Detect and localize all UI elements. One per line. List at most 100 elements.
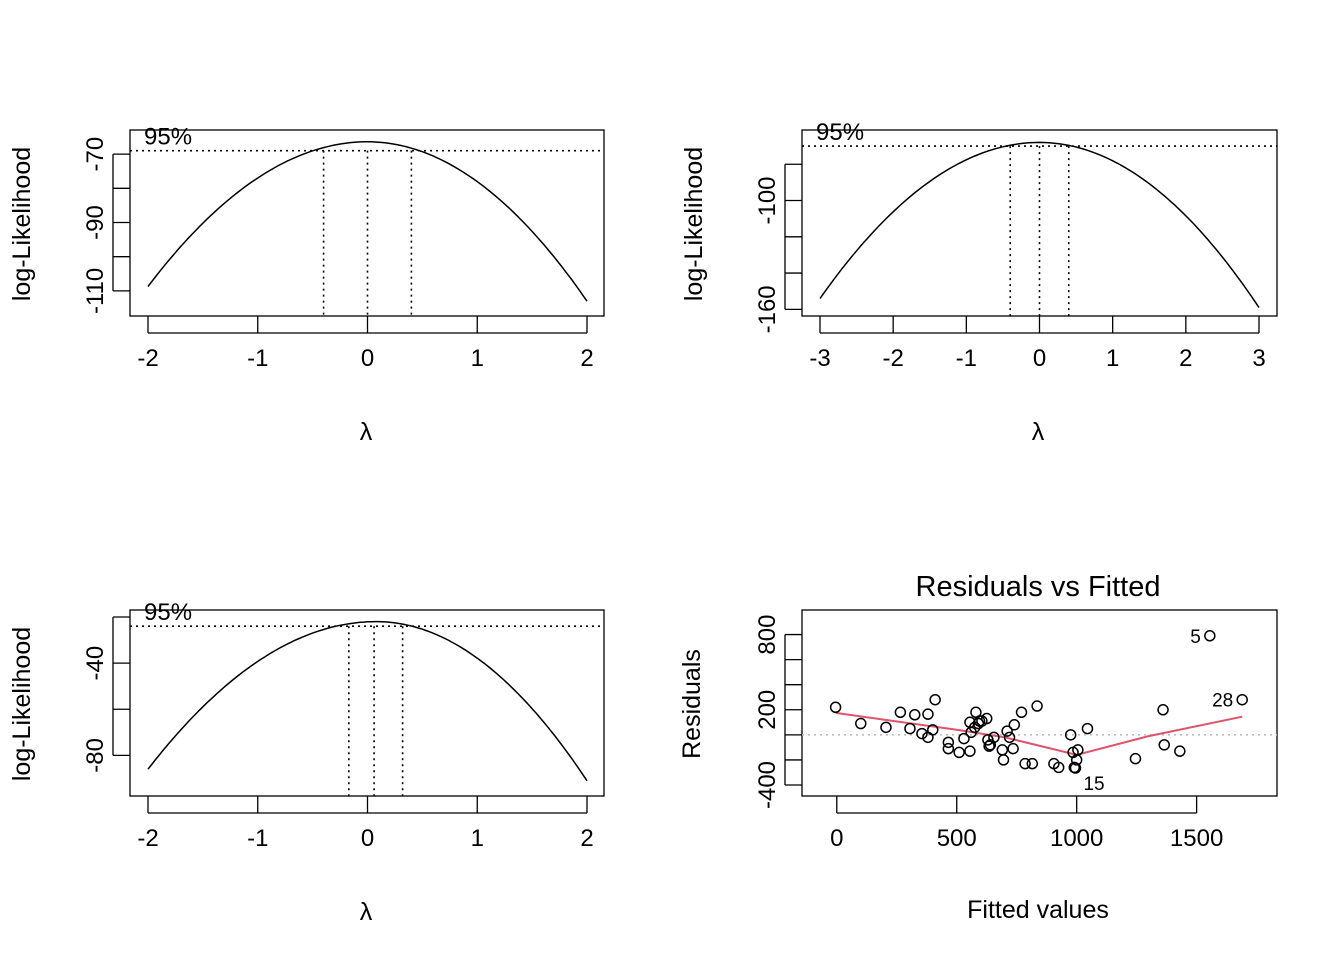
panel0-y-tick-label: -90 (82, 205, 109, 240)
panel4-residual-point (953, 746, 965, 759)
panel4-residual-point (1003, 731, 1016, 744)
panel1-x-tick-label: -3 (809, 345, 830, 372)
panel4-residual-point (855, 717, 867, 730)
panel4-title: Residuals vs Fitted (916, 571, 1161, 603)
panel4-residual-point (1001, 725, 1013, 737)
panel2-plot: -3 -2 -1 0 1 2 3 -160 -100 95% (754, 119, 1278, 372)
panel4-residual-point (1072, 744, 1084, 756)
panel0-y-tick-label: -70 (82, 137, 109, 172)
panel4-residual-point (983, 740, 995, 752)
panel0-x-tick-label: 1 (471, 345, 484, 372)
panel2-xlabel: λ (1032, 418, 1045, 446)
panel4-residual-point (1064, 729, 1077, 741)
panel1-loglik-curve (819, 141, 1260, 309)
panel3-x-tick-label: 1000 (1050, 825, 1103, 852)
panel4-residual-point (909, 709, 921, 721)
panel4-residual-point (1174, 745, 1186, 757)
panel0-ci-label: 95% (144, 124, 192, 151)
panel2-ylabel: log-Likelihood (680, 147, 708, 301)
panel4-residual-point (1158, 739, 1170, 751)
panel0-x-tick-label: 2 (580, 345, 593, 372)
panel2-x-tick-label: 0 (361, 825, 374, 852)
panel4-outlier-label: 5 (1190, 627, 1201, 648)
panel4-residual-point (1157, 704, 1169, 716)
panel0-x-tick-label: 0 (361, 345, 374, 372)
panel4-residual-point (942, 742, 955, 755)
panel4-residual-point (880, 721, 892, 734)
panel-boxcox-3: log-Likelihood λ -2 -1 0 1 2 -80 -40 95% (8, 599, 605, 926)
panel1-x-tick-label: 2 (1179, 345, 1192, 372)
panel2-x-tick-label: 1 (471, 825, 484, 852)
panel1-xlabel: λ (360, 418, 373, 446)
panel4-residual-point (988, 731, 1000, 744)
panel4-plot: 0 500 1000 1500 -400 200 800 5 28 15 (754, 609, 1278, 852)
panel0-y-tick-label: -110 (82, 268, 109, 314)
panel3-x-tick-label: 1500 (1170, 825, 1223, 852)
panel2-x-tick-label: -1 (247, 825, 268, 852)
panel4-residual-point (829, 701, 842, 714)
panel1-y-tick-label: -160 (754, 285, 781, 333)
panel4-residual-point (922, 708, 934, 720)
panel4-residual-point (980, 712, 993, 725)
panel1-ci-label: 95% (816, 119, 864, 146)
panel3-x-tick-label: 0 (830, 825, 843, 852)
panel4-outlier-point (1069, 762, 1082, 774)
panel4-residual-point (894, 706, 907, 719)
panel2-y-tick-label: -40 (82, 646, 109, 681)
panel4-xlabel: Fitted values (967, 896, 1109, 924)
panel4-residual-point (1019, 757, 1031, 770)
panel4-residual-point (926, 724, 939, 736)
panel4-residual-point (1031, 700, 1043, 712)
panel4-residual-point (1081, 722, 1094, 735)
panel3-xlabel: λ (360, 898, 373, 926)
panel3-y-tick-label: 200 (754, 690, 781, 730)
panel1-x-tick-label: -2 (882, 345, 903, 372)
panel2-ci-label: 95% (144, 599, 192, 626)
panel-boxcox-2: log-Likelihood λ -3 -2 -1 0 1 2 3 -160 -100 95% (680, 119, 1278, 446)
panel3-x-tick-label: 500 (937, 825, 977, 852)
panel1-x-tick-label: 3 (1252, 345, 1265, 372)
panel0-x-tick-label: -1 (247, 345, 268, 372)
panel1-x-tick-label: -1 (956, 345, 977, 372)
panel1-y-tick-label: -100 (754, 176, 781, 224)
panel2-loglik-curve (147, 620, 588, 782)
panel3-y-tick-label: 800 (754, 615, 781, 655)
panel0-x-tick-label: -2 (137, 345, 158, 372)
panel4-residual-point (964, 745, 976, 757)
panel2-frame (129, 609, 605, 797)
panel-residuals-vs-fitted: Residuals vs Fitted Residuals Fitted val… (678, 571, 1278, 924)
panel1-plot: -2 -1 0 1 2 -110 -90 -70 95% (82, 124, 605, 372)
panel3-frame (801, 609, 1278, 797)
panel4-residual-point (929, 693, 941, 706)
panel4-outlier-point (1236, 693, 1248, 706)
panel1-x-tick-label: 1 (1106, 345, 1119, 372)
panel4-smooth-line (835, 711, 1243, 756)
panel4-outlier-label: 28 (1212, 691, 1233, 712)
panel4-residual-point (1052, 761, 1065, 774)
panel4-ylabel: Residuals (678, 649, 706, 759)
panel-boxcox-1: log-Likelihood λ -2 -1 0 1 2 -110 -90 -70 95% (8, 124, 605, 446)
panel4-residual-point (916, 727, 928, 740)
panel4-residual-point (1008, 719, 1021, 731)
panel3-ylabel: log-Likelihood (8, 627, 36, 781)
panel4-residual-point (996, 744, 1009, 756)
panel4-residual-point (904, 722, 916, 735)
panel2-y-tick-label: -80 (82, 738, 109, 773)
panel4-residual-point (1015, 706, 1028, 719)
panel4-residual-point (1026, 757, 1039, 770)
panel1-ylabel: log-Likelihood (8, 147, 36, 301)
panel4-outlier-point (1204, 630, 1216, 642)
panel3-plot: -2 -1 0 1 2 -80 -40 95% (82, 599, 605, 852)
panel4-outlier-label: 15 (1083, 774, 1104, 795)
panel4-residual-point (1007, 742, 1019, 755)
panel4-residual-point (942, 736, 955, 749)
panel2-x-tick-label: 2 (580, 825, 593, 852)
panel0-loglik-curve (147, 141, 588, 302)
panel1-x-tick-label: 0 (1033, 345, 1046, 372)
panel4-residual-point (997, 754, 1010, 766)
panel4-residual-point (1129, 752, 1142, 765)
panel4-residual-point (958, 732, 970, 745)
panel2-x-tick-label: -2 (137, 825, 158, 852)
panel1-frame (801, 129, 1278, 317)
